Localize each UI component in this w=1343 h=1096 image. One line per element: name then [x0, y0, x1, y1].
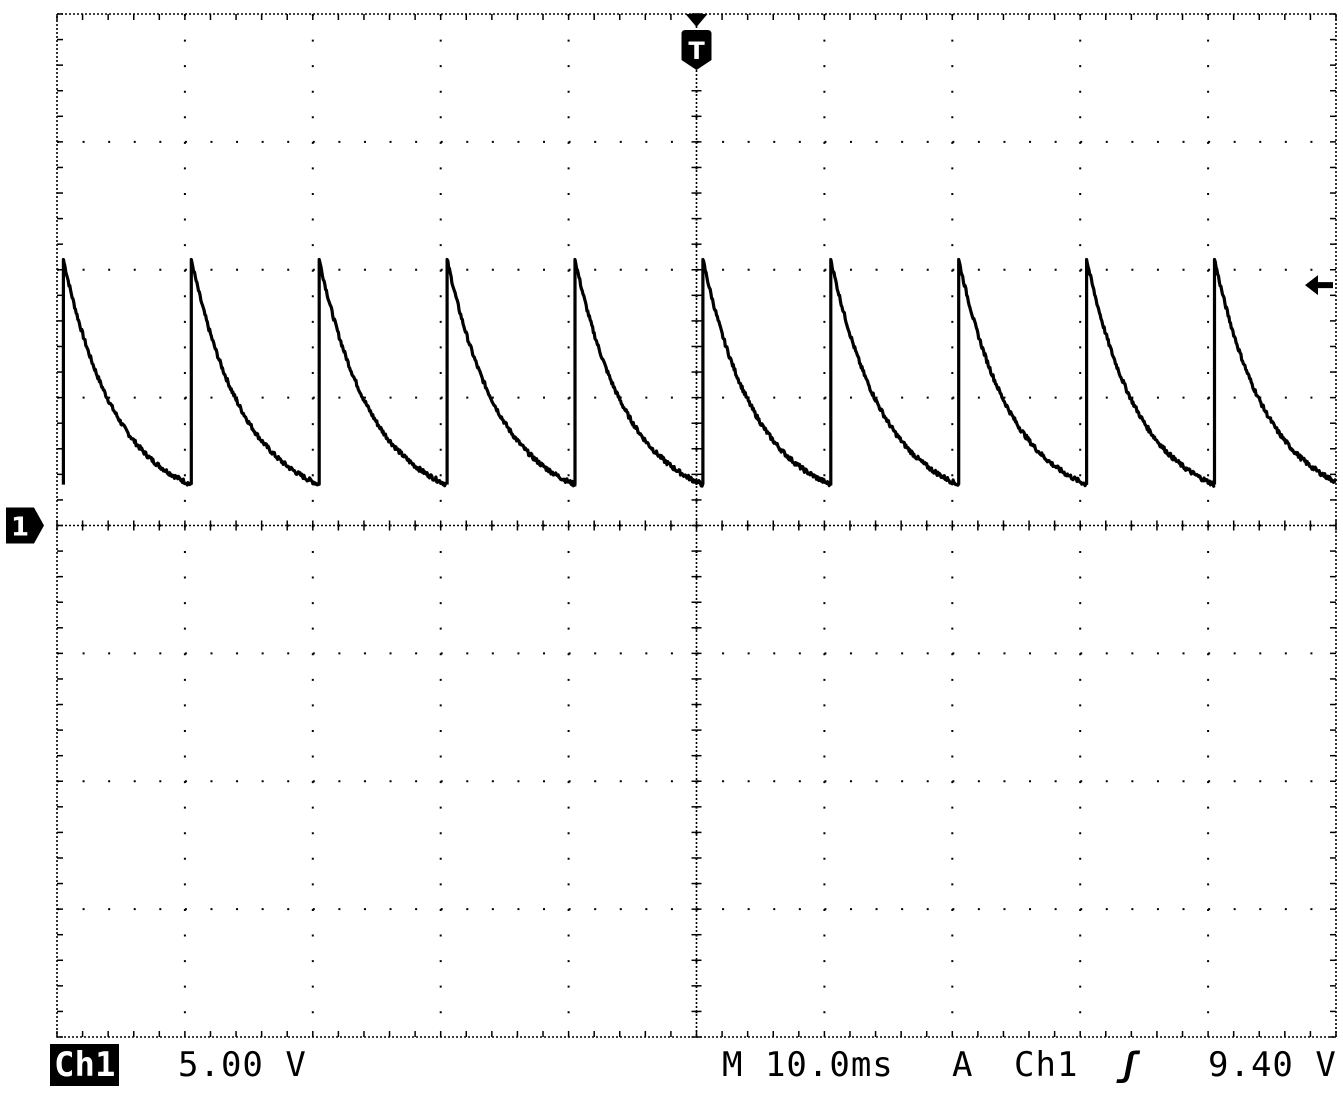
- trigger-level-readout: 9.40 V: [1208, 1045, 1337, 1085]
- ground-marker-label: 1: [11, 513, 29, 543]
- waveform-cycle: [701, 257, 833, 488]
- waveform-traces: [61, 257, 1338, 488]
- waveform-cycle: [957, 257, 1088, 488]
- trigger-marker-label: T: [688, 37, 705, 65]
- channel-badge: Ch1: [50, 1044, 120, 1086]
- waveform-cycle: [1085, 257, 1216, 488]
- waveform-cycle: [189, 257, 321, 487]
- waveform-cycle: [61, 257, 193, 487]
- waveform-cycle: [1212, 257, 1338, 485]
- trigger-mode: A: [952, 1045, 974, 1085]
- markers: 1 T: [6, 14, 1333, 544]
- timebase-readout: M 10.0ms: [722, 1045, 894, 1085]
- trigger-level-arrow: [1305, 275, 1333, 296]
- trigger-slope-icon: ʃ: [1118, 1045, 1140, 1085]
- trigger-position-marker: T: [681, 14, 712, 70]
- graticule: [56, 13, 1337, 1038]
- volts-per-division: 5.00 V: [178, 1045, 307, 1085]
- waveform-cycle: [573, 257, 705, 488]
- waveform-cycle: [829, 257, 961, 487]
- waveform-cycle: [317, 257, 448, 488]
- trigger-source: Ch1: [1014, 1045, 1079, 1085]
- ground-marker: 1: [6, 507, 44, 544]
- waveform-cycle: [445, 257, 577, 488]
